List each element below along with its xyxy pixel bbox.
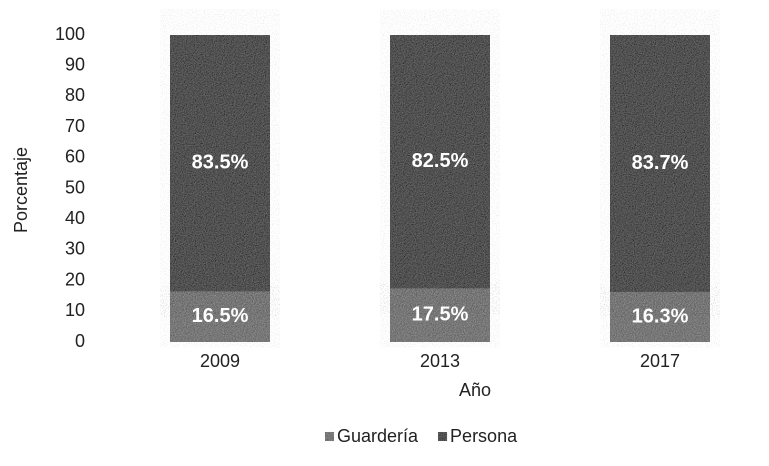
y-tick-label: 40 bbox=[65, 208, 85, 228]
data-label: 16.3% bbox=[632, 305, 689, 327]
y-tick-label: 90 bbox=[65, 54, 85, 74]
bar-segment bbox=[390, 35, 490, 289]
y-tick-label: 80 bbox=[65, 85, 85, 105]
bar-segment bbox=[170, 291, 270, 342]
legend-label: Guardería bbox=[337, 426, 419, 446]
legend-label: Persona bbox=[450, 426, 518, 446]
data-label: 83.5% bbox=[192, 151, 249, 173]
bar-segment bbox=[390, 288, 490, 342]
y-tick-label: 60 bbox=[65, 147, 85, 167]
legend-swatch bbox=[325, 432, 334, 441]
legend-swatch bbox=[438, 432, 448, 441]
x-tick-label: 2013 bbox=[420, 351, 460, 371]
y-tick-label: 10 bbox=[65, 300, 85, 320]
bar-segment bbox=[170, 35, 270, 292]
bar-segment bbox=[610, 35, 710, 292]
data-label: 82.5% bbox=[412, 150, 469, 172]
y-tick-label: 0 bbox=[75, 331, 85, 351]
y-tick-label: 70 bbox=[65, 116, 85, 136]
bar-segment bbox=[610, 291, 710, 342]
y-axis-label: Porcentaje bbox=[11, 147, 31, 233]
data-label: 83.7% bbox=[632, 152, 689, 174]
y-tick-label: 30 bbox=[65, 239, 85, 259]
x-tick-label: 2009 bbox=[200, 351, 240, 371]
y-tick-label: 50 bbox=[65, 177, 85, 197]
data-label: 17.5% bbox=[412, 303, 469, 325]
y-tick-label: 100 bbox=[55, 24, 85, 44]
data-label: 16.5% bbox=[192, 305, 249, 327]
x-tick-label: 2017 bbox=[640, 351, 680, 371]
x-axis-label: Año bbox=[459, 380, 491, 400]
y-tick-label: 20 bbox=[65, 269, 85, 289]
